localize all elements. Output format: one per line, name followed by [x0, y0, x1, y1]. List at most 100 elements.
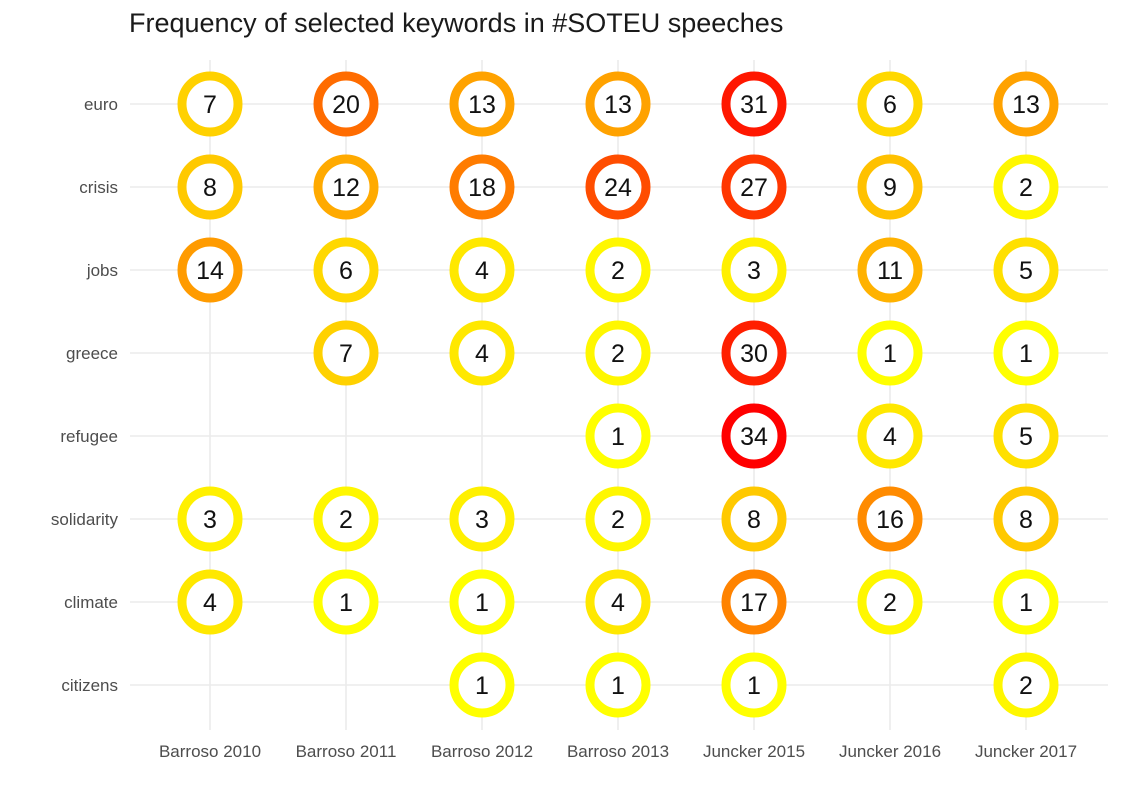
- x-tick-label: Barroso 2012: [431, 742, 533, 761]
- ring-marker: 3: [449, 486, 515, 552]
- ring-marker: 1: [993, 569, 1059, 635]
- ring-value-label: 4: [883, 423, 897, 451]
- x-tick-label: Barroso 2011: [296, 742, 397, 761]
- ring-circle: [585, 237, 651, 303]
- ring-marker: 6: [313, 237, 379, 303]
- ring-circle: [449, 486, 515, 552]
- ring-circle: [721, 237, 787, 303]
- ring-marker: 1: [721, 652, 787, 718]
- x-tick-label: Juncker 2016: [839, 742, 941, 761]
- ring-circle: [721, 569, 787, 635]
- ring-circle: [177, 154, 243, 220]
- ring-value-label: 1: [475, 589, 489, 617]
- ring-value-label: 31: [740, 91, 768, 119]
- ring-marker: 4: [449, 320, 515, 386]
- ring-value-label: 8: [747, 506, 761, 534]
- ring-circle: [993, 320, 1059, 386]
- ring-circle: [449, 237, 515, 303]
- ring-circle: [993, 237, 1059, 303]
- ring-marker: 11: [857, 237, 923, 303]
- ring-marker: 31: [721, 71, 787, 137]
- ring-circle: [313, 569, 379, 635]
- y-tick-label-climate: climate: [64, 593, 118, 612]
- ring-marker: 4: [449, 237, 515, 303]
- ring-value-label: 9: [883, 174, 897, 202]
- x-tick-label: Juncker 2015: [703, 742, 805, 761]
- ring-circle: [993, 652, 1059, 718]
- ring-marker: 8: [721, 486, 787, 552]
- ring-circle: [449, 569, 515, 635]
- ring-value-label: 2: [611, 257, 625, 285]
- ring-value-label: 16: [876, 506, 904, 534]
- ring-value-label: 2: [611, 506, 625, 534]
- ring-marker: 13: [449, 71, 515, 137]
- ring-marker: 14: [177, 237, 243, 303]
- ring-circle: [585, 320, 651, 386]
- chart-title: Frequency of selected keywords in #SOTEU…: [129, 8, 784, 38]
- ring-marker: 27: [721, 154, 787, 220]
- ring-value-label: 8: [203, 174, 217, 202]
- ring-value-label: 1: [747, 672, 761, 700]
- y-tick-label-euro: euro: [84, 95, 118, 114]
- ring-value-label: 13: [1012, 91, 1040, 119]
- ring-value-label: 5: [1019, 423, 1033, 451]
- ring-circle: [313, 486, 379, 552]
- ring-marker: 5: [993, 237, 1059, 303]
- ring-value-label: 1: [611, 672, 625, 700]
- ring-circle: [313, 237, 379, 303]
- ring-value-label: 13: [604, 91, 632, 119]
- y-tick-label-refugee: refugee: [60, 427, 118, 446]
- ring-marker: 2: [857, 569, 923, 635]
- ring-circle: [449, 154, 515, 220]
- ring-marker: 2: [993, 154, 1059, 220]
- ring-value-label: 24: [604, 174, 632, 202]
- y-tick-label-jobs: jobs: [86, 261, 118, 280]
- ring-marker: 20: [313, 71, 379, 137]
- ring-circle: [177, 569, 243, 635]
- ring-value-label: 34: [740, 423, 768, 451]
- ring-value-label: 1: [475, 672, 489, 700]
- ring-value-label: 17: [740, 589, 768, 617]
- ring-circle: [857, 71, 923, 137]
- ring-circle: [313, 320, 379, 386]
- ring-marker: 2: [993, 652, 1059, 718]
- ring-value-label: 1: [339, 589, 353, 617]
- ring-marker: 2: [585, 486, 651, 552]
- ring-marker: 4: [177, 569, 243, 635]
- ring-value-label: 27: [740, 174, 768, 202]
- ring-marker: 13: [585, 71, 651, 137]
- y-tick-label-crisis: crisis: [79, 178, 118, 197]
- ring-value-label: 2: [611, 340, 625, 368]
- ring-value-label: 13: [468, 91, 496, 119]
- ring-marker: 30: [721, 320, 787, 386]
- ring-marker: 5: [993, 403, 1059, 469]
- ring-circle: [449, 652, 515, 718]
- ring-value-label: 4: [203, 589, 217, 617]
- ring-circle: [585, 71, 651, 137]
- ring-circle: [993, 403, 1059, 469]
- ring-circle: [177, 486, 243, 552]
- y-tick-label-greece: greece: [66, 344, 118, 363]
- ring-value-label: 5: [1019, 257, 1033, 285]
- ring-marker: 7: [177, 71, 243, 137]
- ring-value-label: 7: [203, 91, 217, 119]
- ring-value-label: 3: [475, 506, 489, 534]
- ring-circle: [857, 569, 923, 635]
- ring-marker: 3: [177, 486, 243, 552]
- ring-marker: 2: [585, 320, 651, 386]
- ring-circle: [993, 71, 1059, 137]
- ring-value-label: 1: [1019, 340, 1033, 368]
- y-axis-labels: euro crisis jobs greece refugee solidarity cli…: [51, 95, 119, 695]
- ring-marker: 1: [993, 320, 1059, 386]
- ring-marker: 9: [857, 154, 923, 220]
- ring-circle: [585, 403, 651, 469]
- ring-circle: [857, 154, 923, 220]
- ring-marker: 1: [585, 652, 651, 718]
- ring-circle: [721, 154, 787, 220]
- ring-value-label: 18: [468, 174, 496, 202]
- ring-circle: [585, 154, 651, 220]
- ring-value-label: 14: [196, 257, 224, 285]
- ring-value-label: 2: [1019, 174, 1033, 202]
- ring-circle: [721, 652, 787, 718]
- x-tick-label: Juncker 2017: [975, 742, 1077, 761]
